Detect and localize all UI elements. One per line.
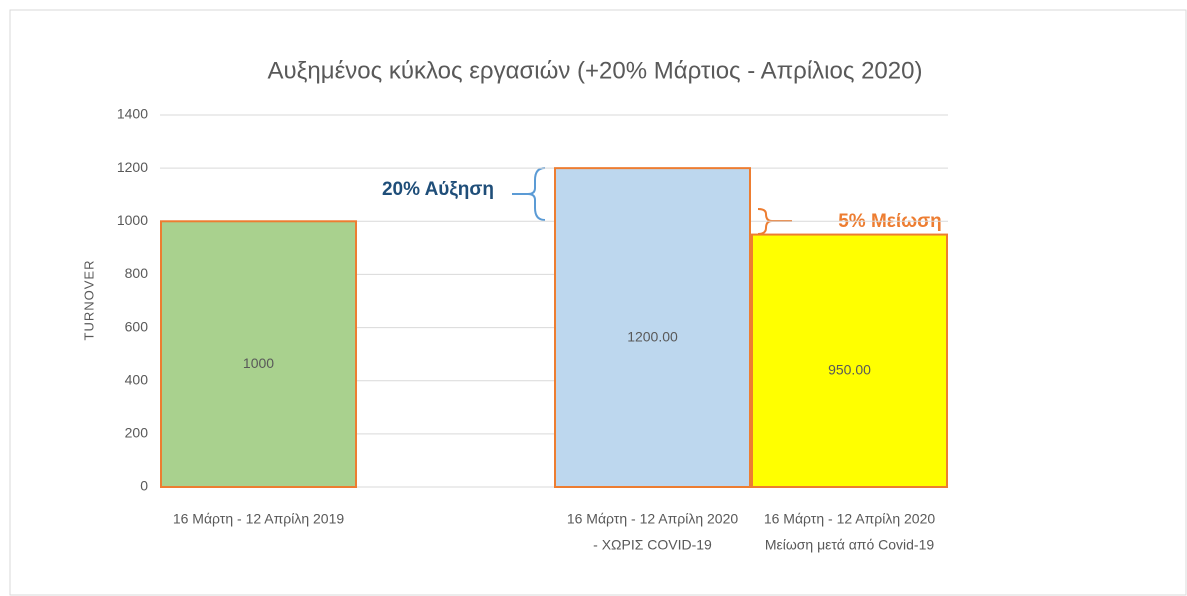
data-label: 950.00 bbox=[828, 361, 871, 377]
y-tick-label: 600 bbox=[125, 318, 149, 334]
x-tick-label: 16 Μάρτη - 12 Απρίλη 2019 bbox=[173, 511, 345, 527]
y-axis-label: TURNOVER bbox=[81, 260, 96, 341]
y-tick-label: 1000 bbox=[117, 212, 148, 228]
bar bbox=[751, 233, 948, 488]
brace bbox=[512, 167, 546, 221]
x-tick-label: Μείωση μετά από Covid-19 bbox=[765, 537, 935, 553]
frame bbox=[9, 9, 1187, 596]
x-tick-label: - ΧΩΡΙΣ COVID-19 bbox=[593, 537, 712, 553]
annotation: 20% Αύξηση bbox=[382, 179, 494, 200]
y-tick-label: 1400 bbox=[117, 106, 148, 122]
y-tick-label: 200 bbox=[125, 425, 149, 441]
data-label: 1200.00 bbox=[627, 328, 678, 344]
y-tick-label: 0 bbox=[140, 478, 148, 494]
x-tick-label: 16 Μάρτη - 12 Απρίλη 2020 bbox=[764, 511, 936, 527]
bar bbox=[554, 167, 751, 488]
y-tick-label: 800 bbox=[125, 265, 149, 281]
y-tick-label: 400 bbox=[125, 371, 149, 387]
chart-title: Αυξημένος κύκλος εργασιών (+20% Μάρτιος … bbox=[268, 57, 923, 84]
y-tick-label: 1200 bbox=[117, 159, 148, 175]
data-label: 1000 bbox=[243, 355, 274, 371]
x-tick-label: 16 Μάρτη - 12 Απρίλη 2020 bbox=[567, 511, 739, 527]
bar bbox=[160, 220, 357, 489]
